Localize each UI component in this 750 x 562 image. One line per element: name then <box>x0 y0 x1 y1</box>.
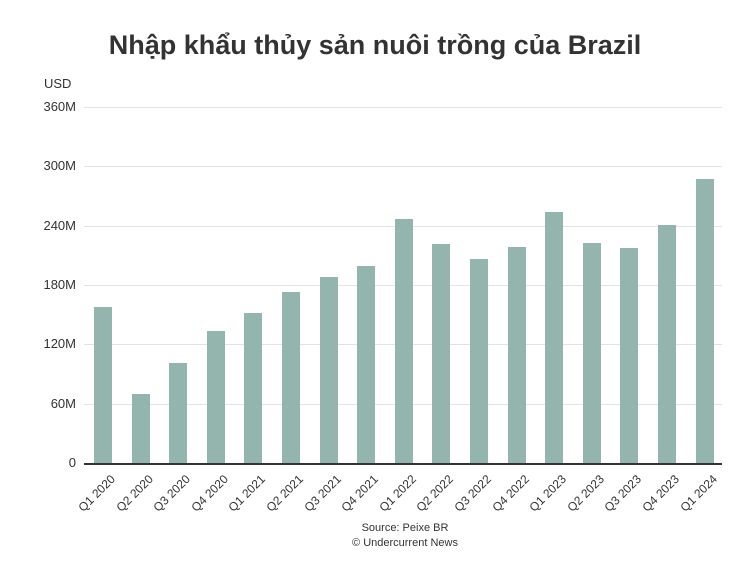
x-tick-label: Q3 2021 <box>301 472 344 515</box>
x-tick-label: Q4 2023 <box>639 472 682 515</box>
y-tick-label: 360M <box>43 99 76 114</box>
bar-q1-2020 <box>94 307 112 463</box>
bar-q2-2021 <box>282 292 300 463</box>
y-tick-label: 0 <box>68 455 76 470</box>
x-tick-label: Q3 2020 <box>150 472 193 515</box>
bar-q1-2024 <box>696 179 714 463</box>
gridline <box>84 166 722 167</box>
bar-q1-2022 <box>395 219 413 463</box>
y-tick-label: 60M <box>50 396 76 411</box>
x-tick-label: Q1 2023 <box>526 472 569 515</box>
bar-q3-2023 <box>620 248 638 463</box>
bar-q2-2023 <box>583 243 601 463</box>
y-axis-unit: USD <box>44 76 72 91</box>
x-tick-label: Q1 2022 <box>376 472 419 515</box>
y-tick-label: 240M <box>43 218 76 233</box>
source-label: Source: Peixe BR <box>361 522 449 534</box>
y-tick-label: 180M <box>43 277 76 292</box>
x-tick-label: Q2 2023 <box>564 472 607 515</box>
x-tick-label: Q2 2021 <box>263 472 306 515</box>
axis-line <box>84 463 722 465</box>
bar-q4-2023 <box>658 225 676 463</box>
x-tick-label: Q1 2024 <box>677 472 720 515</box>
x-tick-label: Q2 2020 <box>113 472 156 515</box>
chart-title: Nhập khẩu thủy sản nuôi trồng của Brazil <box>108 30 642 60</box>
y-tick-label: 300M <box>43 158 76 173</box>
bar-q4-2022 <box>508 247 526 463</box>
x-tick-label: Q3 2022 <box>451 472 494 515</box>
bar-q3-2020 <box>169 363 187 463</box>
bar-q1-2021 <box>244 313 262 463</box>
credit-label: © Undercurrent News <box>352 537 458 549</box>
x-tick-label: Q1 2021 <box>225 472 268 515</box>
gridline <box>84 107 722 108</box>
x-tick-label: Q4 2020 <box>188 472 231 515</box>
x-tick-label: Q4 2022 <box>489 472 532 515</box>
bar-q2-2022 <box>432 244 450 463</box>
x-tick-label: Q2 2022 <box>413 472 456 515</box>
bar-q4-2020 <box>207 331 225 463</box>
x-tick-label: Q1 2020 <box>75 472 118 515</box>
bar-q2-2020 <box>132 394 150 463</box>
bar-q3-2022 <box>470 259 488 463</box>
bar-q1-2023 <box>545 212 563 463</box>
y-tick-label: 120M <box>43 336 76 351</box>
bar-q3-2021 <box>320 277 338 463</box>
x-tick-label: Q4 2021 <box>338 472 381 515</box>
bar-q4-2021 <box>357 266 375 463</box>
x-tick-label: Q3 2023 <box>601 472 644 515</box>
